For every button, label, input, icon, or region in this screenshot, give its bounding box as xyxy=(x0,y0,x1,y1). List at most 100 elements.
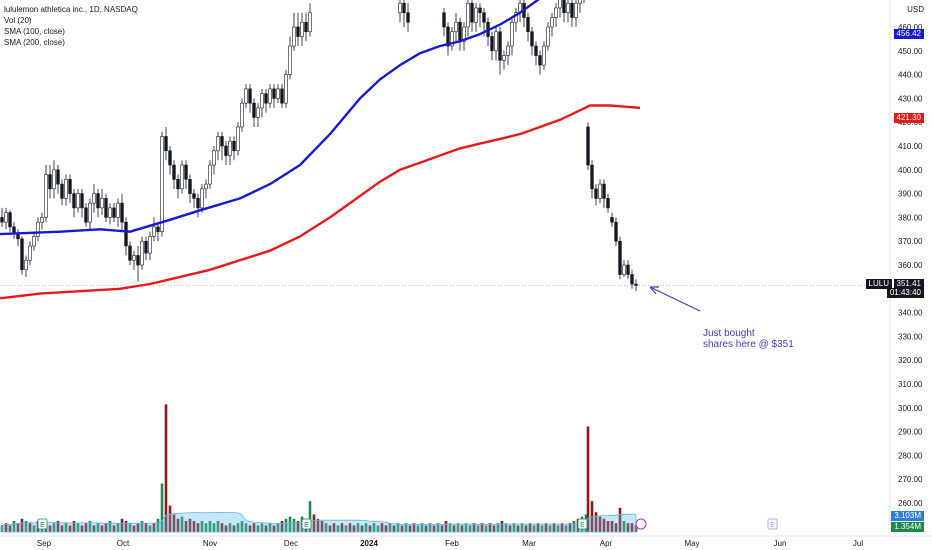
volume-bar xyxy=(212,523,216,532)
volume-bar xyxy=(556,525,560,532)
volume-bar xyxy=(168,505,172,532)
candle-body xyxy=(450,31,454,47)
candle-body xyxy=(164,136,168,152)
volume-badge-secondary: 1.354M xyxy=(891,522,924,532)
candle-body xyxy=(494,31,498,52)
time-axis[interactable]: Sep Oct Nov Dec 2024 Feb Mar Apr May Jun Jul xyxy=(0,535,932,548)
candle-body xyxy=(442,12,446,28)
candle-body xyxy=(538,55,542,66)
candle-body xyxy=(534,45,538,56)
candle-body xyxy=(108,207,112,218)
price-tick-label: 260.00 xyxy=(898,499,923,508)
candle-body xyxy=(252,102,256,118)
volume-bar xyxy=(176,518,180,532)
candle-body xyxy=(112,207,116,218)
candle-body xyxy=(192,193,196,199)
sma200-indicator-label[interactable]: SMA (200, close) xyxy=(4,38,65,47)
candle-body xyxy=(300,21,304,37)
candle-body xyxy=(132,255,136,261)
volume-bar xyxy=(428,523,432,532)
volume-bar xyxy=(464,523,468,532)
volume-bar xyxy=(336,525,340,532)
candle-body xyxy=(84,207,88,223)
volume-bar xyxy=(8,525,12,532)
volume-bar xyxy=(492,525,496,532)
price-tick-label: 340.00 xyxy=(898,309,923,318)
time-tick-label: Feb xyxy=(445,539,459,548)
candle-body xyxy=(0,217,4,223)
volume-bar xyxy=(476,525,480,532)
volume-bar xyxy=(144,523,148,532)
volume-bar xyxy=(440,525,444,532)
annotation-text: Just bought xyxy=(703,328,755,339)
price-tick-label: 390.00 xyxy=(898,190,923,199)
volume-bar xyxy=(32,525,36,532)
volume-bar xyxy=(610,521,614,532)
candle-body xyxy=(200,188,204,209)
candle-body xyxy=(402,2,406,14)
countdown-badge: 01:43:40 xyxy=(886,288,924,298)
candle-body xyxy=(216,136,220,152)
volume-bar xyxy=(488,523,492,532)
volume-bar xyxy=(500,521,504,532)
volume-bar xyxy=(598,516,602,532)
candle-body xyxy=(260,93,264,109)
volume-bar xyxy=(320,521,324,532)
volume-bar xyxy=(112,525,116,532)
volume-bar xyxy=(364,523,368,532)
candle-body xyxy=(228,140,232,156)
volume-bar xyxy=(328,525,332,532)
volume-bar xyxy=(356,523,360,532)
volume-bar xyxy=(532,525,536,532)
volume-bar xyxy=(496,523,500,532)
volume-bar xyxy=(80,525,84,532)
volume-bar xyxy=(340,523,344,532)
sma100-indicator-label[interactable]: SMA (100, close) xyxy=(4,27,65,36)
candle-body xyxy=(562,0,566,14)
volume-bar xyxy=(622,521,626,532)
candle-body xyxy=(68,179,72,194)
volume-bar xyxy=(68,525,72,532)
price-axis[interactable]: 260.00 270.00 280.00 290.00 300.00 310.00 320.… xyxy=(0,0,923,536)
last-price-badge: 351.41 xyxy=(893,279,924,289)
volume-bar xyxy=(244,523,248,532)
candle-body xyxy=(236,126,240,152)
candle-body xyxy=(490,36,494,52)
time-tick-label: Dec xyxy=(284,539,298,548)
symbol-title[interactable]: lululemon athletica inc., 1D, NASDAQ xyxy=(4,5,138,14)
volume-bar xyxy=(352,525,356,532)
volume-bar xyxy=(552,523,556,532)
volume-bar xyxy=(516,525,520,532)
time-tick-label: Nov xyxy=(203,539,217,548)
volume-bar xyxy=(56,521,60,532)
volume-bar xyxy=(456,523,460,532)
sma200-value-badge: 421.30 xyxy=(893,113,924,123)
volume-bar xyxy=(260,523,264,532)
candle-body xyxy=(542,45,546,66)
candle-body xyxy=(160,136,164,232)
volume-bar xyxy=(416,525,420,532)
volume-bar xyxy=(372,523,376,532)
candle-body xyxy=(530,31,534,47)
volume-bar xyxy=(140,521,144,532)
candle-body xyxy=(510,21,514,47)
lightning-marker xyxy=(635,518,647,530)
volume-bar xyxy=(432,525,436,532)
price-tick-label: 270.00 xyxy=(898,475,923,484)
volume-bar xyxy=(28,523,32,532)
candle-body xyxy=(264,93,268,104)
candle-body xyxy=(128,245,132,261)
vol-indicator-label[interactable]: Vol (20) xyxy=(4,16,32,25)
candle-body xyxy=(248,88,252,104)
volume-bar xyxy=(618,507,622,532)
candle-body xyxy=(152,226,156,237)
volume-bar xyxy=(324,523,328,532)
candle-body xyxy=(594,188,598,199)
candle-body xyxy=(590,164,594,190)
candle-body xyxy=(48,174,52,190)
candle-body xyxy=(196,198,200,209)
volume-bar xyxy=(548,525,552,532)
volume-bar xyxy=(224,525,228,532)
